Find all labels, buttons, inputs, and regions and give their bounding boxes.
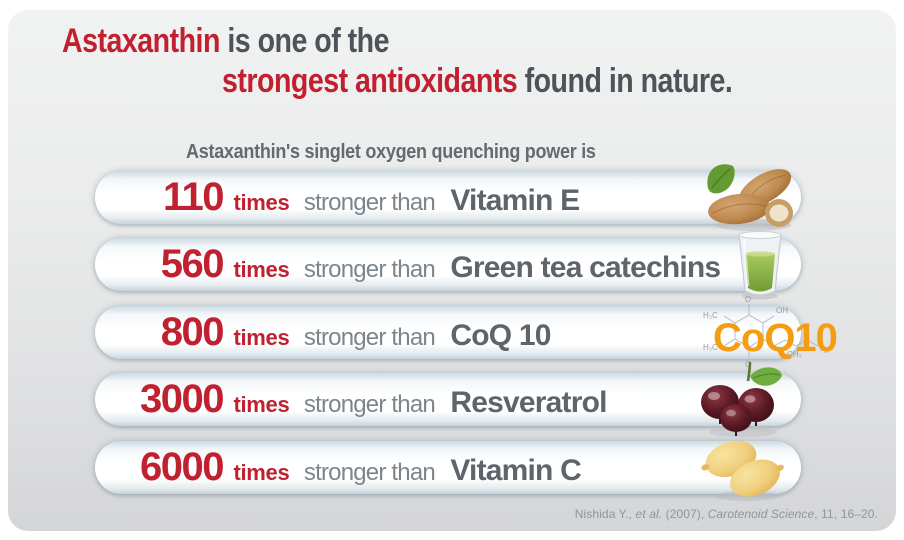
times-label: times <box>233 460 290 485</box>
svg-text:OH: OH <box>776 306 788 315</box>
svg-text:H₃C: H₃C <box>703 343 718 352</box>
comparison-row-vitamin-c: 6000 times stronger than Vitamin C <box>95 440 801 501</box>
citation-author: Nishida Y., <box>574 507 636 521</box>
svg-text:CH₃: CH₃ <box>787 350 802 359</box>
title-highlight-astaxanthin: Astaxanthin <box>62 22 220 60</box>
svg-text:O: O <box>745 360 751 369</box>
lemons-icon <box>695 434 791 502</box>
comparison-row-vitamin-e: 110 times stronger than Vitamin E <box>95 163 801 231</box>
multiplier-value: 560 <box>160 242 225 286</box>
subtitle: Astaxanthin's singlet oxygen quenching p… <box>186 141 596 163</box>
citation-et-al: et al. <box>635 507 663 521</box>
berries-icon <box>693 360 797 440</box>
item-name: Vitamin E <box>450 184 580 217</box>
coq10-logo-icon: O O H₃C H₃C OH CH₃ n CoQ10 <box>687 293 859 373</box>
svg-text:O: O <box>745 295 751 304</box>
citation-journal: Carotenoid Science <box>707 507 815 521</box>
comparison-row-resveratrol: 3000 times stronger than Resveratrol <box>95 361 801 437</box>
title-line-1: Astaxanthin is one of the <box>62 22 390 61</box>
citation: Nishida Y., et al. (2007), Carotenoid Sc… <box>575 507 878 521</box>
multiplier-value: 800 <box>160 310 225 354</box>
multiplier-value: 110 <box>162 175 225 219</box>
item-name: Vitamin C <box>450 454 581 487</box>
stronger-than-label: stronger than <box>303 391 436 418</box>
comparison-row-coq10: 800 times stronger than CoQ 10 O O H₃C H… <box>95 295 838 369</box>
times-label: times <box>233 325 290 350</box>
item-name: Green tea catechins <box>450 251 721 284</box>
times-label: times <box>233 392 290 417</box>
stronger-than-label: stronger than <box>303 256 436 283</box>
multiplier-value: 6000 <box>140 445 224 489</box>
multiplier-value: 3000 <box>140 377 224 421</box>
stronger-than-label: stronger than <box>303 459 436 486</box>
comparison-row-green-tea: 560 times stronger than Green tea catech… <box>95 230 801 299</box>
almonds-icon <box>697 161 809 235</box>
stronger-than-label: stronger than <box>303 189 436 216</box>
stronger-than-label: stronger than <box>303 324 436 351</box>
svg-text:H₃C: H₃C <box>703 311 718 320</box>
citation-year: (2007), <box>662 507 708 521</box>
svg-text:n: n <box>824 348 828 355</box>
citation-issue-pages: , 11, 16–20. <box>814 507 878 521</box>
green-tea-glass-icon <box>731 230 789 300</box>
coq10-logo-text: CoQ10 <box>713 316 837 360</box>
title-text-2: found in nature. <box>517 62 733 100</box>
title-highlight-strongest-antioxidants: strongest antioxidants <box>222 62 518 100</box>
title-line-2: strongest antioxidants found in nature. <box>222 62 733 101</box>
times-label: times <box>233 257 290 282</box>
title-text-1: is one of the <box>219 22 389 60</box>
item-name: CoQ 10 <box>450 319 551 352</box>
item-name: Resveratrol <box>450 386 607 419</box>
times-label: times <box>233 190 290 215</box>
